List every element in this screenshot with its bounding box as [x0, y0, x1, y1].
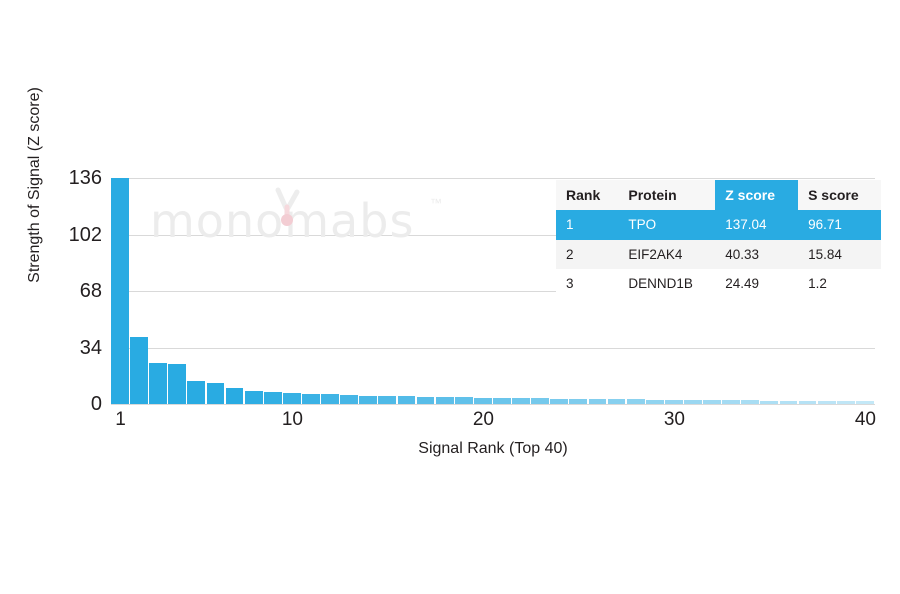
bar — [282, 393, 301, 404]
x-tick-label: 30 — [663, 409, 686, 430]
bar — [550, 398, 569, 404]
gridline — [111, 291, 875, 292]
bar — [855, 401, 874, 404]
bar-series — [111, 178, 875, 404]
bar — [741, 400, 760, 404]
bar — [111, 178, 129, 404]
x-tick-label: 20 — [472, 409, 495, 430]
x-axis-ticks: 1 10 20 30 40 — [111, 409, 877, 436]
bar — [664, 399, 683, 404]
bar — [378, 395, 397, 404]
table-row[interactable]: 3 DENND1B 24.49 1.2 — [556, 269, 881, 299]
bar — [130, 336, 148, 404]
table-header-row: Rank Protein Z score S score — [556, 180, 881, 211]
gridline — [111, 178, 875, 179]
x-tick-label: 10 — [281, 409, 304, 430]
x-tick-label: 40 — [854, 409, 877, 430]
bar — [149, 363, 168, 404]
cell-protein: TPO — [618, 210, 716, 240]
bar — [836, 401, 855, 404]
y-tick-label: 68 — [79, 280, 102, 302]
y-tick-label: 34 — [79, 336, 102, 359]
rank-table: Rank Protein Z score S score 1 TPO 137.04 9… — [556, 180, 881, 299]
column-header-rank: Rank — [556, 180, 619, 211]
cell-z-score: 40.33 — [715, 239, 799, 270]
bar — [493, 397, 511, 404]
table-row[interactable]: 2 EIF2AK4 40.33 15.84 — [556, 239, 881, 270]
bar — [321, 394, 339, 404]
y-axis-ticks: 0 34 68 102 136 — [40, 168, 102, 414]
table-body: 1 TPO 137.04 96.71 2 EIF2AK4 40.33 15.84 3 DENND1… — [556, 210, 881, 299]
bar — [435, 396, 454, 404]
bar — [416, 396, 435, 404]
bar — [454, 397, 473, 404]
column-header-protein: Protein — [618, 180, 716, 211]
bar — [187, 381, 206, 404]
y-tick-label: 0 — [90, 393, 102, 415]
bar — [206, 382, 225, 404]
cell-protein: EIF2AK4 — [618, 239, 716, 270]
bar — [244, 390, 263, 404]
table-header: Rank Protein Z score S score — [556, 180, 881, 211]
bar — [512, 398, 530, 404]
bar — [703, 400, 721, 404]
bar — [588, 399, 607, 404]
gridline — [111, 347, 875, 349]
cell-z-score: 137.04 — [715, 210, 799, 240]
x-axis-line — [111, 404, 875, 405]
column-header-s-score: S score — [798, 180, 881, 211]
bar — [607, 399, 626, 404]
bar — [798, 400, 817, 404]
bar — [684, 399, 702, 404]
bar — [340, 395, 359, 404]
bar — [645, 399, 664, 404]
cell-s-score: 96.71 — [798, 210, 881, 240]
y-tick-label: 102 — [68, 223, 102, 246]
bar — [569, 398, 588, 404]
bar — [779, 400, 798, 404]
bar — [817, 401, 836, 404]
cell-z-score: 24.49 — [715, 269, 799, 299]
column-header-z-score: Z score — [715, 180, 799, 211]
bar — [531, 398, 550, 404]
bar — [397, 396, 416, 404]
bar — [626, 399, 645, 404]
bar — [263, 392, 282, 404]
bar — [359, 395, 378, 404]
cell-rank: 1 — [556, 210, 619, 240]
bar — [473, 397, 492, 404]
cell-protein: DENND1B — [618, 269, 716, 299]
bar — [760, 400, 779, 404]
bar — [168, 364, 187, 404]
table-row[interactable]: 1 TPO 137.04 96.71 — [556, 210, 881, 240]
cell-rank: 2 — [556, 239, 619, 270]
cell-rank: 3 — [556, 269, 619, 299]
bar — [302, 393, 320, 404]
x-axis-title: Signal Rank (Top 40) — [418, 440, 568, 457]
bar — [225, 388, 244, 404]
x-tick-label: 1 — [115, 409, 126, 430]
gridline — [111, 234, 875, 236]
plot-area — [111, 178, 875, 404]
y-tick-label: 136 — [68, 167, 102, 189]
cell-s-score: 1.2 — [798, 269, 881, 299]
cell-s-score: 15.84 — [798, 239, 881, 270]
bar — [722, 400, 741, 404]
